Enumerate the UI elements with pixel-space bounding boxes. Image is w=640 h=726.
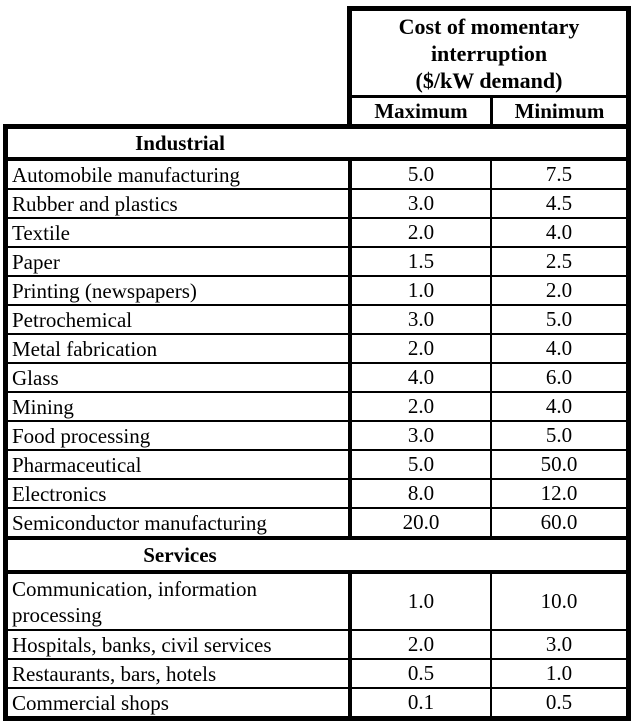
row-label-cell: Automobile manufacturing	[8, 161, 352, 188]
min-value-cell: 4.0	[545, 220, 573, 244]
min-value-cell: 5.0	[545, 423, 573, 447]
max-value-cell: 1.0	[352, 277, 492, 304]
max-value-cell: 3.0	[352, 422, 492, 449]
table-row: Rubber and plastics 3.0 4.5	[8, 188, 626, 217]
row-label-cell: Semiconductor manufacturing	[8, 509, 352, 536]
table-row: Pharmaceutical 5.0 50.0	[8, 449, 626, 478]
max-value-cell: 3.0	[352, 306, 492, 333]
min-value-cell: 4.5	[545, 191, 573, 215]
table-title-line: ($/kW demand)	[415, 67, 563, 93]
table-row: Communication, information processing 1.…	[8, 574, 626, 629]
table-row: Mining 2.0 4.0	[8, 391, 626, 420]
min-value-cell: 0.5	[545, 690, 573, 714]
max-value-cell: 1.0	[352, 574, 492, 629]
section-row-industrial: Industrial	[8, 129, 626, 161]
min-value-cell: 60.0	[540, 510, 578, 534]
min-value-cell: 4.0	[545, 394, 573, 418]
max-value-cell: 8.0	[352, 480, 492, 507]
row-label-cell: Hospitals, banks, civil services	[8, 631, 352, 658]
table-row: Electronics 8.0 12.0	[8, 478, 626, 507]
min-value-cell: 7.5	[545, 162, 573, 186]
min-value-cell: 2.5	[545, 249, 573, 273]
min-value-cell: 1.0	[545, 661, 573, 685]
max-value-cell: 1.5	[352, 248, 492, 275]
row-label-cell: Food processing	[8, 422, 352, 449]
max-value-cell: 2.0	[352, 219, 492, 246]
column-header-maximum: Maximum	[352, 98, 493, 124]
max-value-cell: 5.0	[352, 451, 492, 478]
row-label-cell: Pharmaceutical	[8, 451, 352, 478]
table-row: Paper 1.5 2.5	[8, 246, 626, 275]
table-row: Petrochemical 3.0 5.0	[8, 304, 626, 333]
max-value-cell: 2.0	[352, 335, 492, 362]
max-value-cell: 3.0	[352, 190, 492, 217]
table-title-line: Cost of momentary	[398, 13, 580, 39]
table-body: Industrial Automobile manufacturing 5.0 …	[3, 124, 631, 721]
max-value-cell: 2.0	[352, 393, 492, 420]
row-label-cell: Restaurants, bars, hotels	[8, 660, 352, 687]
row-label-cell: Printing (newspapers)	[8, 277, 352, 304]
max-value-cell: 0.1	[352, 689, 492, 716]
row-label-cell: Textile	[8, 219, 352, 246]
min-value-cell: 5.0	[545, 307, 573, 331]
section-label: Services	[143, 542, 217, 567]
row-label-cell: Metal fabrication	[8, 335, 352, 362]
min-value-cell: 50.0	[540, 452, 578, 476]
table-row: Hospitals, banks, civil services 2.0 3.0	[8, 629, 626, 658]
max-value-cell: 2.0	[352, 631, 492, 658]
table-row: Automobile manufacturing 5.0 7.5	[8, 161, 626, 188]
min-value-cell: 2.0	[545, 278, 573, 302]
table-row: Metal fabrication 2.0 4.0	[8, 333, 626, 362]
table-title-line: interruption	[430, 40, 548, 66]
table-title: Cost of momentary interruption ($/kW dem…	[352, 11, 626, 98]
table-row: Restaurants, bars, hotels 0.5 1.0	[8, 658, 626, 687]
min-value-cell: 3.0	[545, 632, 573, 656]
min-value-cell: 10.0	[540, 589, 578, 613]
row-label-cell: Rubber and plastics	[8, 190, 352, 217]
min-value-cell: 12.0	[540, 481, 578, 505]
table-row: Commercial shops 0.1 0.5	[8, 687, 626, 716]
section-row-services: Services	[8, 536, 626, 574]
max-value-cell: 5.0	[352, 161, 492, 188]
max-value-cell: 0.5	[352, 660, 492, 687]
column-headers: Maximum Minimum	[352, 98, 626, 124]
min-value-cell: 6.0	[545, 365, 573, 389]
row-label-cell: Commercial shops	[8, 689, 352, 716]
table-row: Printing (newspapers) 1.0 2.0	[8, 275, 626, 304]
table-header: Cost of momentary interruption ($/kW dem…	[347, 6, 631, 124]
table-row: Glass 4.0 6.0	[8, 362, 626, 391]
min-value-cell: 4.0	[545, 336, 573, 360]
section-label: Industrial	[135, 130, 225, 155]
row-label-cell: Electronics	[8, 480, 352, 507]
table-row: Food processing 3.0 5.0	[8, 420, 626, 449]
table-row: Textile 2.0 4.0	[8, 217, 626, 246]
row-label-cell: Paper	[8, 248, 352, 275]
column-header-minimum: Minimum	[514, 98, 605, 123]
row-label-cell: Petrochemical	[8, 306, 352, 333]
row-label-cell: Communication, information processing	[8, 574, 352, 629]
max-value-cell: 4.0	[352, 364, 492, 391]
table-row: Semiconductor manufacturing 20.0 60.0	[8, 507, 626, 536]
row-label-cell: Mining	[8, 393, 352, 420]
row-label-cell: Glass	[8, 364, 352, 391]
max-value-cell: 20.0	[352, 509, 492, 536]
